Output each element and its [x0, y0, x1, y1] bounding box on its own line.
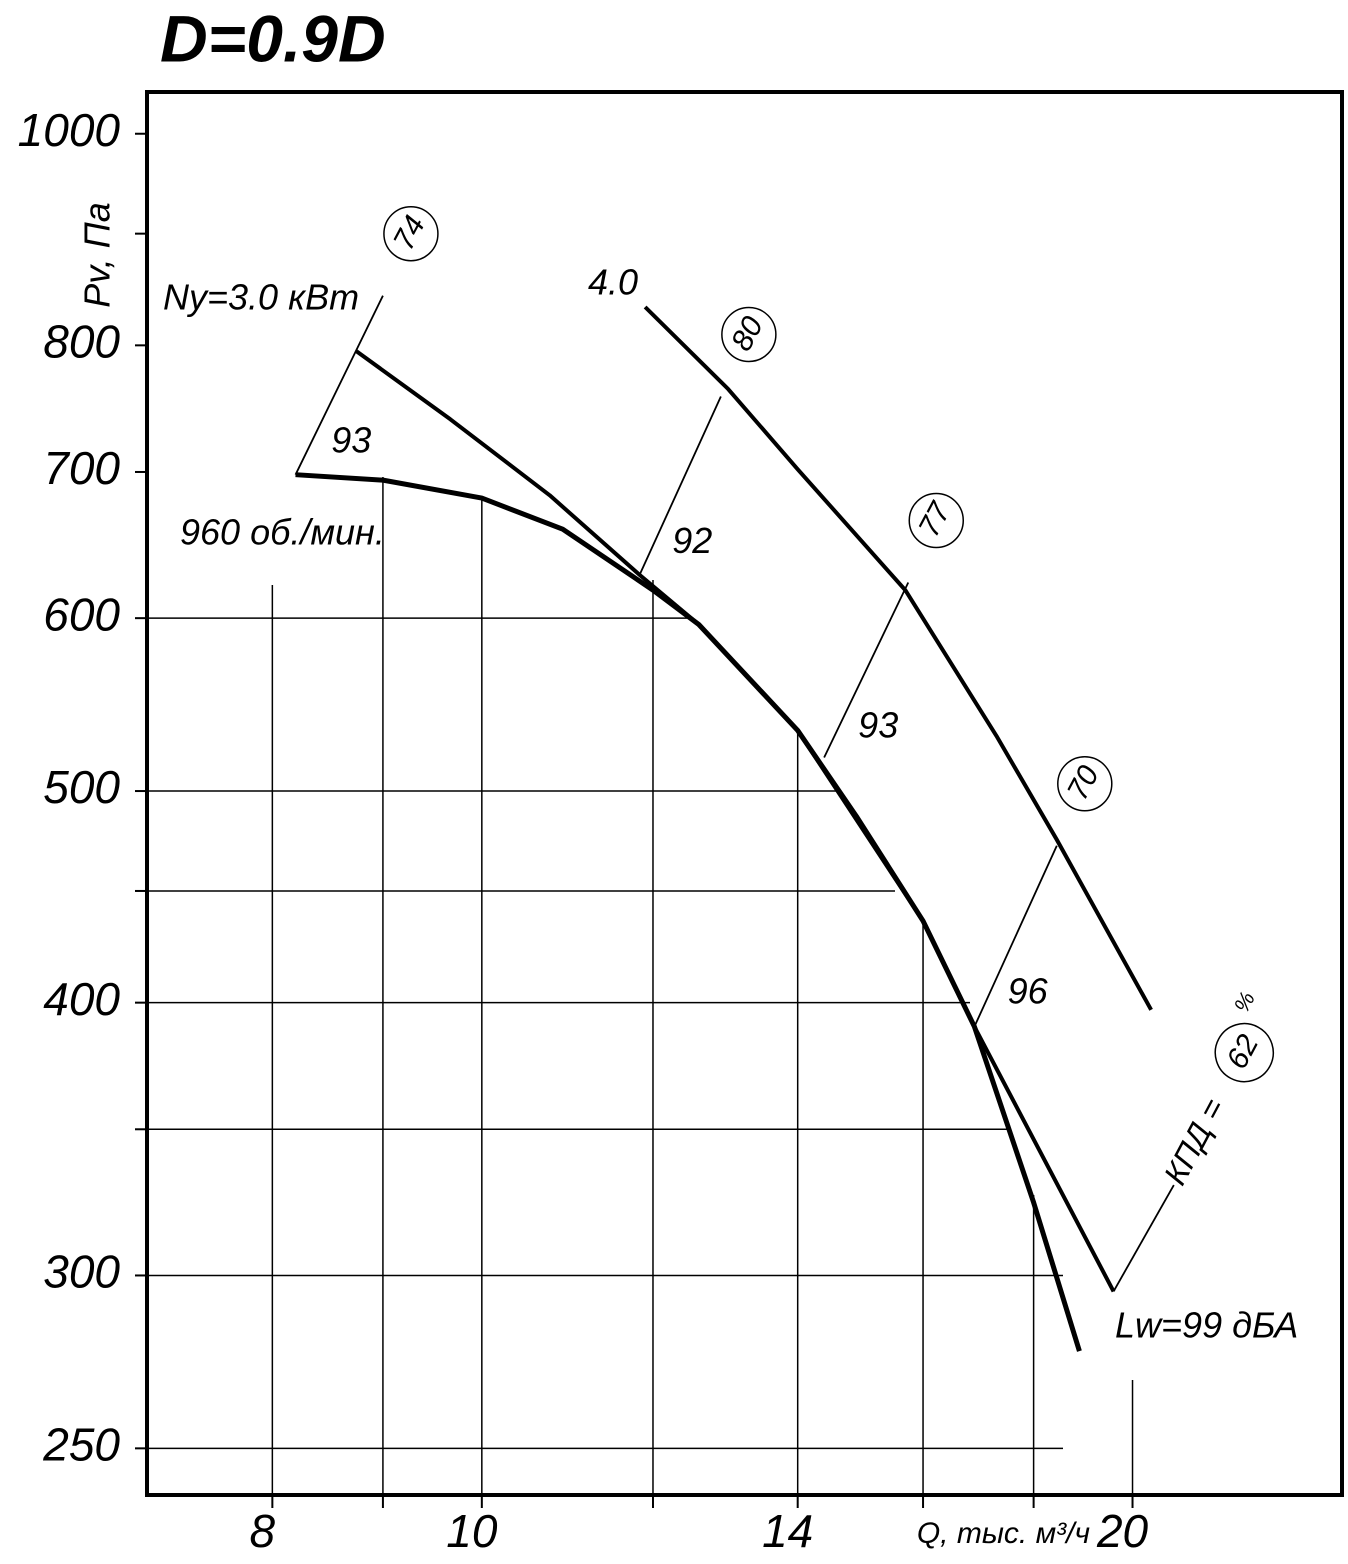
y-tick-label: 800	[43, 316, 120, 368]
noise-value: 93	[858, 705, 898, 746]
efficiency-line	[294, 295, 384, 476]
curve	[355, 349, 1116, 1293]
efficiency-circle	[1057, 755, 1113, 812]
efficiency-badge: 80	[721, 306, 777, 363]
y-axis-label: Pv, Па	[77, 202, 118, 307]
x-tick-label: 10	[446, 1505, 498, 1557]
x-tick-label: 20	[1096, 1505, 1149, 1557]
noise-value: 92	[672, 520, 712, 561]
y-tick-label: 300	[43, 1246, 120, 1298]
curve-label: 4.0	[588, 262, 638, 303]
y-tick-label: 400	[43, 973, 120, 1025]
x-axis-label: Q, тыс. м³/ч	[917, 1517, 1090, 1550]
y-tick-label: 250	[42, 1419, 120, 1471]
efficiency-circle	[908, 492, 965, 549]
noise-label: Lw=99 дБА	[1115, 1305, 1298, 1346]
efficiency-line	[638, 396, 722, 576]
efficiency-badge: 77	[908, 492, 965, 549]
noise-value: 93	[331, 420, 371, 461]
efficiency-circle	[721, 306, 777, 363]
curve-label: Ny=3.0 кВт	[163, 277, 359, 318]
efficiency-badge: 74	[383, 205, 439, 262]
y-tick-label: 500	[43, 761, 120, 813]
curve	[295, 472, 1082, 1352]
efficiency-label: КПД =	[1157, 1092, 1232, 1190]
plot-frame	[145, 90, 1344, 1497]
efficiency-unit: %	[1229, 987, 1260, 1016]
x-tick-label: 14	[762, 1505, 813, 1557]
efficiency-badge: КПД =62%	[1157, 987, 1275, 1191]
curve-label: 960 об./мин.	[180, 512, 385, 553]
y-tick-label: 600	[43, 588, 120, 640]
efficiency-line	[823, 582, 910, 758]
efficiency-badge: 70	[1057, 755, 1113, 812]
efficiency-line	[973, 845, 1058, 1028]
x-tick-label: 8	[250, 1505, 276, 1557]
y-tick-label: 1000	[18, 104, 121, 156]
efficiency-line	[1112, 1184, 1175, 1292]
chart-title: D=0.9D	[160, 1, 386, 75]
y-tick-label: 700	[43, 442, 120, 494]
efficiency-circle	[383, 205, 439, 262]
efficiency-circle	[1214, 1022, 1275, 1083]
noise-value: 96	[1008, 971, 1049, 1012]
curve	[643, 305, 1153, 1011]
